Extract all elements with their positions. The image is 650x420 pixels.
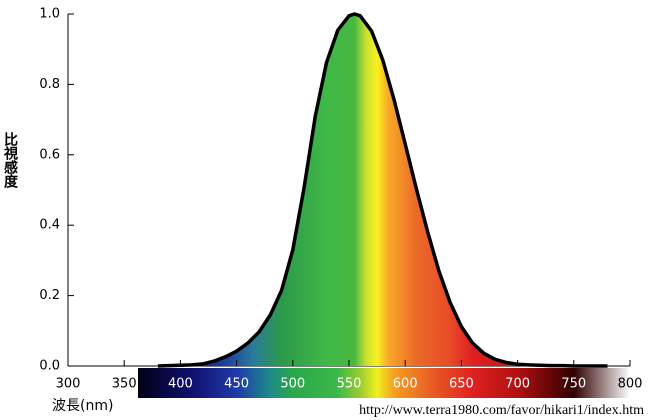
spectrum-bar — [138, 368, 630, 398]
x-tick-label: 350 — [112, 377, 137, 392]
x-tick-label: 800 — [618, 377, 643, 392]
curve-line — [157, 12, 608, 368]
x-tick-label: 400 — [168, 377, 193, 392]
x-tick-label: 700 — [505, 377, 530, 392]
x-tick-label: 300 — [56, 377, 81, 392]
y-tick-label: 0.2 — [39, 288, 60, 303]
x-tick-label: 750 — [561, 377, 586, 392]
x-tick-label: 650 — [449, 377, 474, 392]
x-tick-label: 550 — [337, 377, 362, 392]
area-fill — [157, 14, 608, 366]
y-tick-label: 0.8 — [39, 77, 60, 92]
y-tick-label: 0.0 — [39, 359, 60, 374]
y-tick-label: 0.6 — [39, 147, 60, 162]
y-tick-label: 1.0 — [39, 7, 60, 22]
x-axis-label: 波長(nm) — [52, 398, 113, 414]
y-axis-label: 比視感度 — [2, 131, 19, 189]
x-tick-label: 450 — [224, 377, 249, 392]
x-tick-label: 500 — [280, 377, 305, 392]
y-tick-label: 0.4 — [39, 218, 60, 233]
x-tick-label: 600 — [393, 377, 418, 392]
source-url: http://www.terra1980.com/favor/hikari1/i… — [359, 403, 644, 418]
